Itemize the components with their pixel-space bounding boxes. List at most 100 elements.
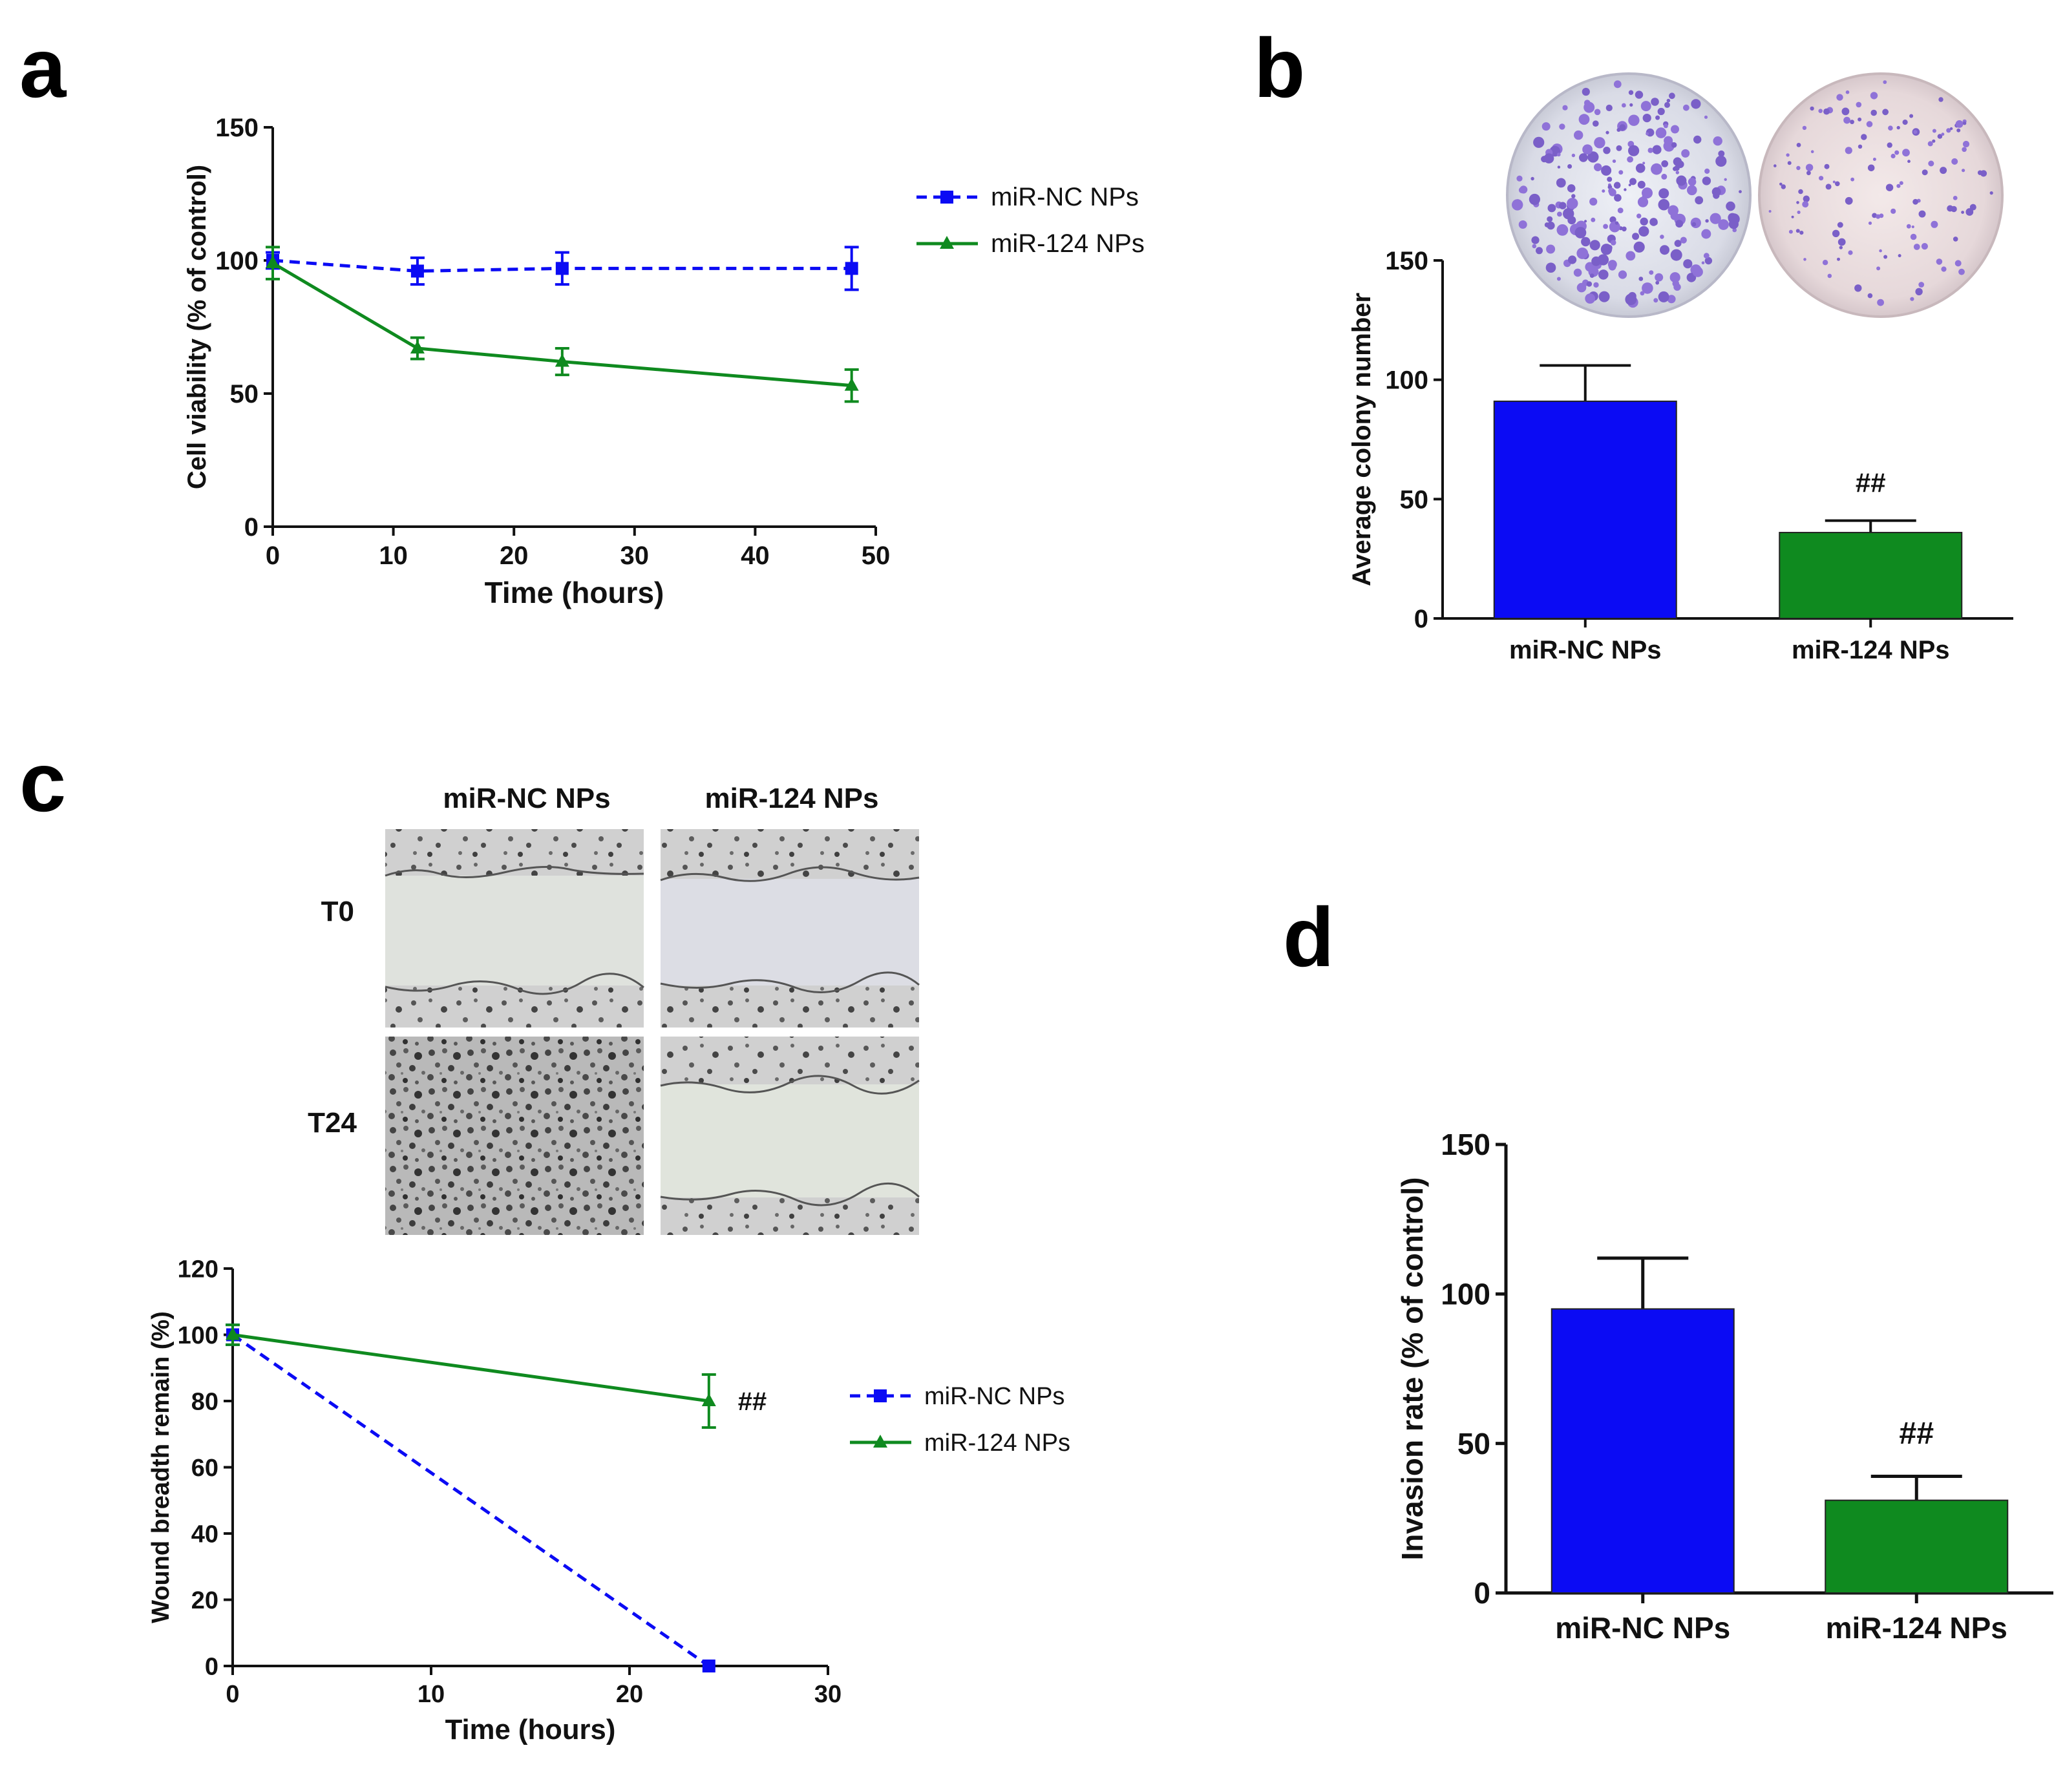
colony-dot: [1653, 298, 1658, 303]
colony-dot: [1958, 268, 1965, 275]
colony-dot: [1616, 145, 1622, 151]
colony-dot: [1867, 293, 1873, 299]
colony-dot: [1918, 210, 1926, 218]
colony-dot: [1681, 149, 1690, 158]
colony-dot: [1896, 125, 1900, 130]
colony-dot: [1896, 184, 1901, 188]
colony-dot: [1532, 244, 1537, 249]
colony-dot: [1962, 147, 1967, 153]
d-y-tick-label: 150: [1441, 1128, 1490, 1161]
colony-dot: [1646, 132, 1649, 136]
c-y-tick-label: 60: [191, 1455, 218, 1482]
colony-dot: [1574, 227, 1587, 238]
colony-dot: [1913, 130, 1918, 134]
colony-dot: [1642, 282, 1653, 294]
colony-dot: [1796, 143, 1801, 147]
colony-dot: [1822, 260, 1828, 266]
colony-dot: [1810, 106, 1814, 111]
colony-dot: [1845, 90, 1850, 94]
a-data-point: [555, 353, 569, 367]
colony-dot: [1591, 217, 1596, 222]
colony-dot: [1688, 178, 1697, 186]
colony-dot: [1848, 250, 1853, 255]
colony-dot: [1598, 291, 1610, 302]
colony-dot: [1657, 107, 1665, 116]
colony-dot: [1843, 116, 1851, 124]
colony-dot: [1883, 255, 1888, 259]
colony-dot: [1618, 270, 1627, 279]
a-legend-label-1: miR-124 NPs: [991, 229, 1145, 258]
b-y-tick-label: 0: [1414, 605, 1428, 633]
colony-dot: [1898, 254, 1901, 258]
colony-dot: [1664, 123, 1668, 129]
colony-dot: [1701, 229, 1711, 239]
d-y-tick-label: 100: [1441, 1277, 1490, 1311]
colony-dot: [1567, 164, 1573, 169]
colony-dot: [1587, 151, 1599, 163]
a-legend-marker-0: [940, 191, 953, 204]
colony-dot: [1658, 198, 1670, 211]
d-y-tick-label: 50: [1457, 1427, 1490, 1460]
colony-dot: [1642, 114, 1651, 123]
colony-dot: [1683, 104, 1689, 111]
colony-dot: [1568, 255, 1577, 264]
colony-dot: [1691, 222, 1697, 227]
colony-dot: [1635, 90, 1644, 99]
colony-dot: [1680, 237, 1687, 244]
colony-dot: [1516, 175, 1523, 182]
micrograph-nc-t0: [385, 829, 644, 1028]
colony-dot: [1932, 139, 1936, 143]
colony-dot: [1671, 142, 1677, 148]
colony-dot: [1837, 257, 1840, 261]
colony-dot: [1954, 260, 1962, 267]
colony-dot: [1636, 213, 1642, 218]
colony-dot: [1806, 171, 1811, 176]
colony-dot: [1837, 222, 1843, 228]
colony-dot: [1603, 224, 1609, 229]
colony-dot: [1927, 141, 1933, 147]
colony-dot: [1803, 258, 1806, 261]
colony-dot: [1606, 244, 1613, 251]
a-x-tick-label: 30: [620, 542, 650, 570]
colony-dot: [1683, 259, 1693, 269]
colony-dot: [1937, 134, 1943, 139]
colony-dot: [1531, 236, 1540, 244]
colony-dot: [1724, 178, 1727, 181]
colony-dot: [1691, 99, 1701, 109]
colony-dot: [1622, 226, 1627, 232]
colony-dot: [1818, 109, 1823, 113]
a-y-tick-label: 50: [230, 380, 259, 408]
wound-micrographs: miR-NC NPs miR-124 NPs T0 T24: [308, 783, 920, 1235]
colony-dot: [1788, 229, 1793, 234]
colony-dot: [1837, 238, 1846, 246]
chart-d-invasion-rate: 0 50 100 150 Invasion rate (% of control) miR…: [1395, 1128, 2053, 1645]
colony-dot: [1603, 147, 1611, 154]
panel-label-b: b: [1254, 21, 1305, 115]
colony-dot: [1728, 213, 1737, 222]
colony-dot: [1876, 214, 1881, 219]
colony-dot: [1797, 210, 1801, 215]
colony-dot: [1888, 125, 1893, 131]
colony-dot: [1867, 164, 1875, 172]
colony-dot: [1946, 128, 1951, 133]
colony-dot: [1690, 217, 1701, 228]
colony-dot: [1845, 196, 1853, 205]
micro-row-label-t24: T24: [308, 1107, 357, 1139]
colony-dot: [1651, 98, 1659, 106]
colony-dot: [1658, 291, 1669, 302]
colony-dot: [1845, 147, 1852, 154]
b-y-axis-title: Average colony number: [1348, 293, 1376, 586]
a-data-point: [555, 262, 569, 275]
colony-dot: [1910, 233, 1917, 240]
colony-dot: [1628, 291, 1636, 300]
colony-dot: [1955, 120, 1964, 128]
colony-dot: [1617, 207, 1624, 213]
colony-dot: [1872, 158, 1876, 161]
colony-dot: [1585, 293, 1596, 304]
colony-dot: [1941, 266, 1947, 272]
c-legend-label-0: miR-NC NPs: [924, 1383, 1064, 1410]
b-y-tick-label: 150: [1385, 247, 1428, 275]
colony-dot: [1530, 176, 1534, 181]
colony-dot: [1589, 240, 1600, 251]
colony-dot: [1911, 225, 1914, 229]
